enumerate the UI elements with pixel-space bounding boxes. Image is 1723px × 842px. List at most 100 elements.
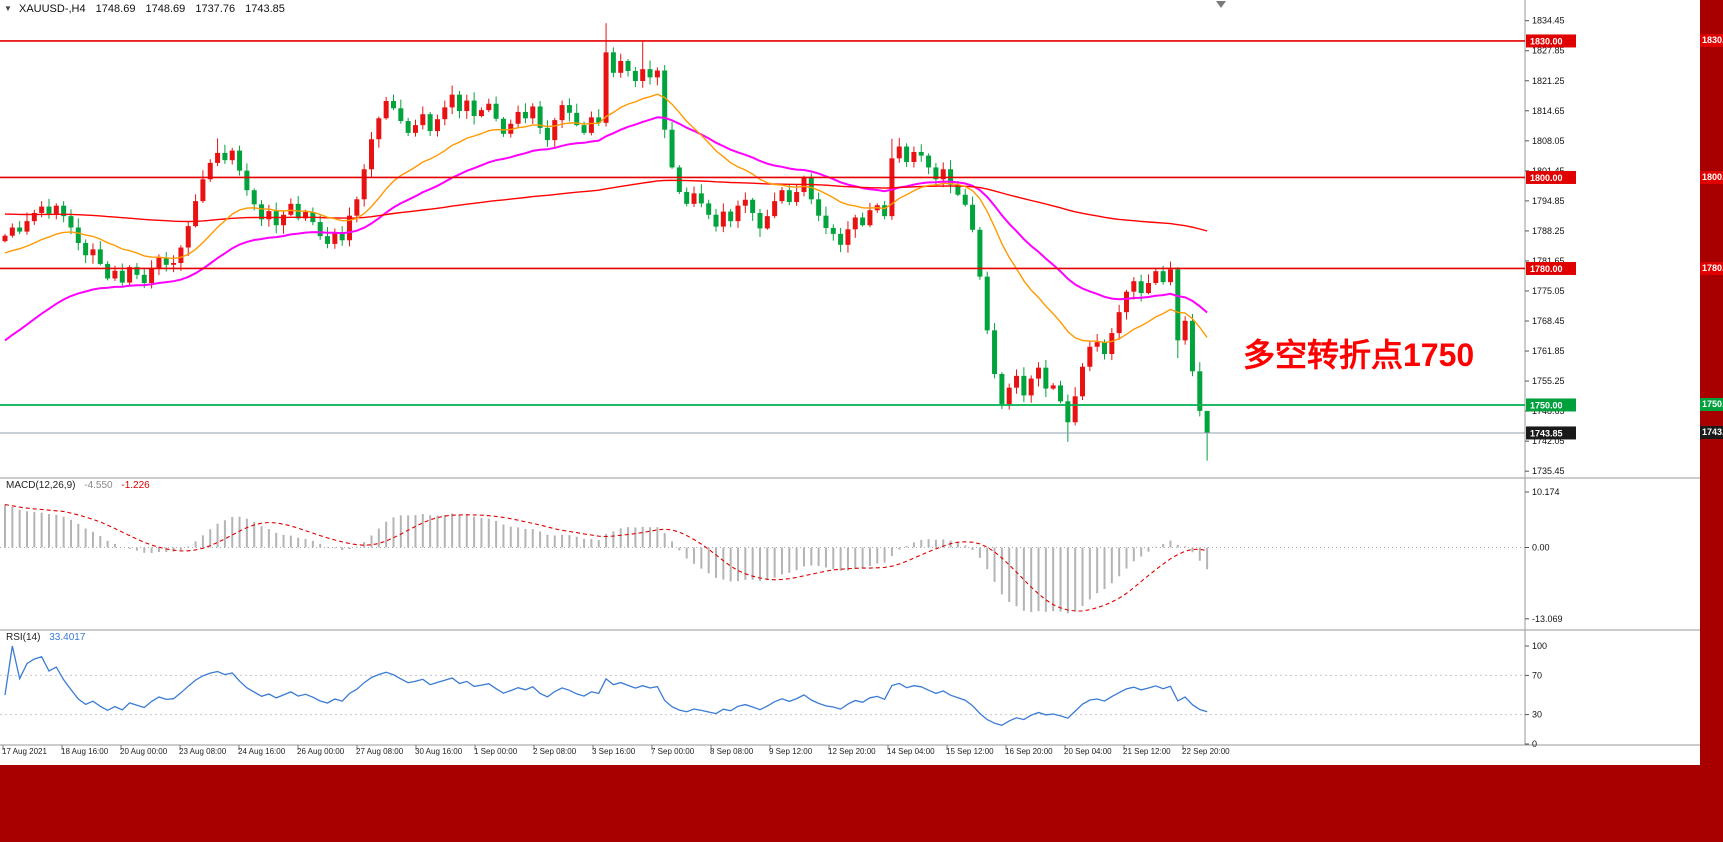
candle-body bbox=[530, 106, 536, 119]
candle-body bbox=[1204, 410, 1210, 433]
candle-body bbox=[588, 117, 594, 133]
candle-body bbox=[171, 263, 177, 265]
candle-body bbox=[105, 263, 111, 279]
macd-axis[interactable]: 10.174 0.00 -13.069 bbox=[1525, 487, 1563, 624]
candle-body bbox=[500, 118, 506, 134]
main-chart[interactable]: 1834.45 1827.85 1821.25 1814.65 1808.05 1801.… bbox=[0, 0, 1700, 765]
candle-body bbox=[493, 103, 499, 119]
macd-indicator-label: MACD(12,26,9) -4.550 -1.226 bbox=[6, 480, 150, 491]
candle-body bbox=[1145, 283, 1151, 294]
candle-body bbox=[53, 205, 59, 214]
candle-body bbox=[764, 216, 770, 229]
candle-body bbox=[1123, 291, 1129, 313]
candle-body bbox=[816, 199, 822, 216]
candle-body bbox=[229, 150, 235, 161]
time-axis-label: 1 Sep 00:00 bbox=[474, 747, 518, 756]
candle-body bbox=[1109, 333, 1115, 355]
candle-body bbox=[354, 199, 360, 216]
candle-body bbox=[1189, 320, 1195, 372]
candle-body bbox=[193, 201, 199, 227]
candle-body bbox=[83, 242, 89, 256]
candle-body bbox=[933, 167, 939, 180]
price-level-tag-label: 1750.00 bbox=[1530, 400, 1563, 410]
candle-body bbox=[1087, 346, 1093, 367]
price-tick-label: 1735.45 bbox=[1532, 466, 1565, 476]
candle-body bbox=[544, 127, 550, 141]
annotation-note: 多空转折点1750 bbox=[1243, 337, 1475, 373]
candle-body bbox=[361, 169, 367, 200]
candle-body bbox=[456, 94, 462, 112]
candle-body bbox=[215, 152, 221, 163]
time-axis-label: 9 Sep 12:00 bbox=[769, 747, 813, 756]
candle-body bbox=[574, 112, 580, 126]
candle-body bbox=[471, 100, 477, 117]
time-ticks bbox=[2, 745, 1184, 750]
candle-body bbox=[1167, 269, 1173, 283]
right-edge-strip: 1830.00 1800.00 1780.00 1750.00 1743.85 bbox=[1700, 0, 1723, 842]
candle-body bbox=[896, 146, 902, 159]
candle-body bbox=[581, 125, 587, 133]
time-axis-label: 22 Sep 20:00 bbox=[1182, 747, 1230, 756]
time-axis-label: 24 Aug 16:00 bbox=[238, 747, 286, 756]
candle-body bbox=[625, 60, 631, 71]
candle-body bbox=[566, 105, 572, 113]
candle-body bbox=[772, 201, 778, 217]
candle-body bbox=[1131, 281, 1137, 292]
candle-body bbox=[119, 270, 125, 283]
rsi-levels bbox=[0, 674, 1525, 716]
candle-body bbox=[647, 69, 653, 78]
candle-body bbox=[823, 215, 829, 228]
candle-body bbox=[141, 274, 147, 284]
candle-body bbox=[222, 152, 228, 161]
candle-body bbox=[1182, 320, 1188, 341]
candle-body bbox=[970, 204, 976, 230]
candle-body bbox=[1080, 366, 1086, 397]
candle-body bbox=[149, 268, 155, 284]
rsi-tick-label: 0 bbox=[1532, 739, 1537, 749]
candle-body bbox=[207, 162, 213, 180]
candle-body bbox=[1116, 312, 1122, 334]
candle-body bbox=[728, 211, 734, 222]
candle-body bbox=[332, 232, 338, 244]
candle-body bbox=[684, 192, 690, 204]
candles bbox=[2, 23, 1210, 461]
time-axis-label: 14 Sep 04:00 bbox=[887, 747, 935, 756]
candle-body bbox=[596, 117, 602, 123]
mid-ma bbox=[4, 116, 1208, 342]
candle-body bbox=[200, 179, 206, 202]
symbol-dropdown-icon[interactable]: ▼ bbox=[4, 4, 12, 13]
candle-body bbox=[427, 114, 433, 132]
candle-body bbox=[742, 199, 748, 206]
time-axis[interactable]: 17 Aug 2021 18 Aug 16:00 20 Aug 00:00 23 Au… bbox=[0, 747, 1525, 763]
candle-body bbox=[61, 205, 67, 217]
time-axis-label: 7 Sep 00:00 bbox=[651, 747, 695, 756]
candle-body bbox=[1094, 342, 1100, 347]
candle-body bbox=[1028, 378, 1034, 396]
price-level-tag bbox=[1526, 426, 1576, 440]
candle-body bbox=[39, 206, 45, 213]
candle-body bbox=[830, 227, 836, 234]
candle-body bbox=[779, 190, 785, 202]
candle-body bbox=[522, 111, 528, 119]
candle-body bbox=[347, 215, 353, 241]
candle-body bbox=[852, 217, 858, 230]
candle-body bbox=[486, 103, 492, 111]
level-lines bbox=[0, 40, 1525, 434]
candle-body bbox=[984, 276, 990, 331]
candle-body bbox=[735, 205, 741, 222]
candle-body bbox=[603, 52, 609, 123]
candle-body bbox=[420, 114, 426, 126]
candle-body bbox=[1138, 281, 1144, 294]
price-tick-label: 1755.25 bbox=[1532, 376, 1565, 386]
time-axis-label: 16 Sep 20:00 bbox=[1005, 747, 1053, 756]
candle-body bbox=[1160, 271, 1166, 283]
candle-body bbox=[405, 121, 411, 133]
time-axis-label: 23 Aug 08:00 bbox=[179, 747, 227, 756]
candle-body bbox=[808, 177, 814, 200]
rsi-axis[interactable]: 100 70 30 0 bbox=[1525, 641, 1547, 749]
time-axis-label: 3 Sep 16:00 bbox=[592, 747, 636, 756]
price-level-tag-label: 1780.00 bbox=[1530, 264, 1563, 274]
price-axis[interactable]: 1834.45 1827.85 1821.25 1814.65 1808.05 1801.… bbox=[1525, 16, 1565, 476]
candle-body bbox=[24, 221, 30, 232]
candle-body bbox=[860, 217, 866, 226]
